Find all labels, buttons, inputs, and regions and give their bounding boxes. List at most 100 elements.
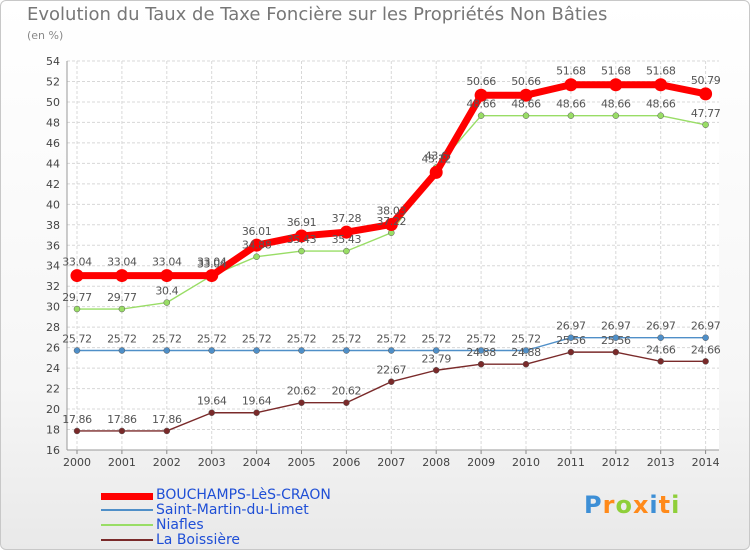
data-label: 35.43: [332, 233, 362, 246]
data-point: [477, 360, 485, 368]
data-point: [163, 427, 171, 435]
data-point: [253, 409, 260, 416]
data-label: 26.97: [691, 320, 721, 333]
data-point: [567, 112, 575, 119]
y-tick-label: 28: [46, 321, 60, 334]
data-point: [343, 347, 350, 354]
y-tick-label: 48: [46, 116, 60, 129]
data-label: 50.66: [511, 75, 541, 88]
logo-letter: i: [649, 491, 659, 519]
data-point: [657, 334, 664, 341]
data-label: 37.28: [332, 212, 362, 225]
data-label: 25.72: [421, 332, 451, 345]
data-point: [477, 112, 485, 119]
legend-label: Niafles: [156, 517, 204, 533]
data-point: [657, 112, 664, 119]
data-label: 25.72: [377, 332, 407, 345]
y-tick-label: 26: [46, 342, 60, 355]
y-tick-label: 50: [46, 96, 60, 109]
data-label: 22.67: [377, 364, 407, 377]
data-point: [118, 305, 126, 313]
data-label: 25.56: [601, 334, 631, 347]
data-point: [388, 378, 395, 385]
data-label: 25.72: [466, 332, 496, 345]
data-label: 20.62: [287, 385, 317, 398]
data-label: 25.72: [332, 332, 362, 345]
data-point: [522, 360, 530, 368]
logo-letter: r: [602, 491, 616, 519]
data-label: 24.88: [466, 346, 496, 359]
data-point: [343, 247, 350, 255]
chart-title: Evolution du Taux de Taxe Foncière sur l…: [27, 4, 608, 25]
x-tick-label: 2001: [108, 456, 136, 469]
data-label: 50.66: [466, 75, 496, 88]
data-point: [654, 78, 668, 92]
data-label: 25.72: [62, 332, 92, 345]
data-point: [609, 78, 623, 92]
data-label: 24.88: [511, 346, 541, 359]
data-label: 25.72: [152, 332, 182, 345]
data-label: 26.97: [601, 320, 631, 333]
data-label: 43.12: [421, 152, 451, 165]
legend-swatch: [101, 539, 153, 541]
x-tick-label: 2002: [153, 456, 181, 469]
data-point: [612, 334, 620, 341]
data-label: 36.01: [242, 225, 272, 238]
data-point: [73, 305, 81, 313]
data-point: [163, 347, 171, 354]
data-point: [612, 348, 620, 356]
logo-letter: P: [584, 491, 603, 519]
legend-label: La Boissière: [156, 532, 241, 548]
data-point: [73, 427, 81, 435]
data-label: 51.68: [601, 65, 631, 78]
x-tick-label: 2010: [512, 456, 540, 469]
data-point: [205, 269, 219, 283]
x-tick-label: 2005: [288, 456, 316, 469]
data-point: [474, 88, 488, 102]
data-label: 26.97: [556, 320, 586, 333]
y-tick-label: 30: [46, 301, 60, 314]
x-tick-label: 2003: [198, 456, 226, 469]
data-point: [339, 225, 353, 239]
logo-letter: t: [658, 491, 672, 519]
data-label: 51.68: [646, 65, 676, 78]
data-point: [298, 247, 305, 255]
data-label: 24.66: [691, 343, 721, 356]
data-label: 33.04: [152, 256, 182, 269]
data-point: [477, 347, 485, 354]
data-label: 17.86: [62, 413, 92, 426]
data-point: [250, 238, 264, 252]
legend-swatch: [101, 509, 153, 511]
data-point: [163, 299, 171, 306]
data-label: 35.43: [287, 233, 317, 246]
x-tick-label: 2000: [63, 456, 91, 469]
data-point: [388, 347, 395, 354]
y-tick-label: 20: [46, 403, 60, 416]
data-label: 38.03: [377, 204, 407, 217]
x-tick-label: 2014: [692, 456, 720, 469]
data-point: [429, 165, 443, 179]
y-tick-label: 52: [46, 75, 60, 88]
data-point: [657, 358, 664, 365]
y-tick-label: 36: [46, 239, 60, 252]
data-label: 23.79: [421, 352, 451, 365]
data-point: [567, 334, 575, 341]
data-label: 48.66: [511, 98, 541, 111]
x-tick-label: 2004: [243, 456, 271, 469]
data-label: 47.77: [691, 107, 721, 120]
data-label: 19.64: [242, 395, 272, 408]
data-label: 20.62: [332, 385, 362, 398]
data-point: [519, 88, 533, 102]
y-tick-label: 16: [46, 444, 60, 457]
y-tick-label: 34: [46, 260, 60, 273]
data-label: 25.56: [556, 334, 586, 347]
legend-swatch: [101, 524, 153, 526]
data-point: [73, 347, 81, 354]
data-label: 26.97: [646, 320, 676, 333]
x-tick-label: 2006: [332, 456, 360, 469]
data-label: 36.91: [287, 216, 317, 229]
data-label: 29.77: [62, 291, 92, 304]
x-tick-label: 2012: [602, 456, 630, 469]
data-label: 19.64: [197, 395, 227, 408]
